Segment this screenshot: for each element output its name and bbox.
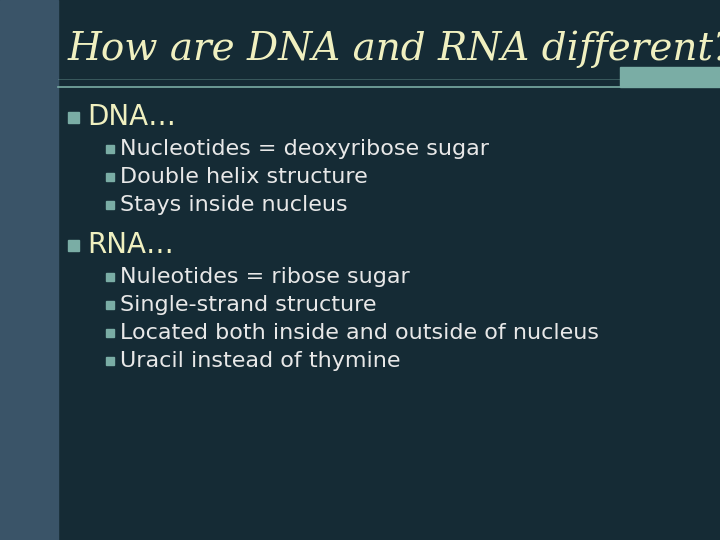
Bar xyxy=(106,145,114,153)
Bar xyxy=(106,329,114,337)
Text: Double helix structure: Double helix structure xyxy=(120,167,368,187)
Bar xyxy=(106,301,114,309)
Text: Nuleotides = ribose sugar: Nuleotides = ribose sugar xyxy=(120,267,410,287)
Text: DNA…: DNA… xyxy=(87,103,176,131)
Bar xyxy=(106,357,114,365)
Bar xyxy=(106,173,114,181)
Bar xyxy=(620,67,720,87)
Bar xyxy=(0,0,58,540)
Text: Nucleotides = deoxyribose sugar: Nucleotides = deoxyribose sugar xyxy=(120,139,489,159)
Text: How are DNA and RNA different?: How are DNA and RNA different? xyxy=(68,30,720,68)
Text: RNA…: RNA… xyxy=(87,231,174,259)
Bar xyxy=(68,240,79,251)
Text: Located both inside and outside of nucleus: Located both inside and outside of nucle… xyxy=(120,323,599,343)
Text: Single-strand structure: Single-strand structure xyxy=(120,295,377,315)
Text: Uracil instead of thymine: Uracil instead of thymine xyxy=(120,351,400,371)
Bar xyxy=(106,273,114,281)
Bar xyxy=(68,111,79,123)
Text: Stays inside nucleus: Stays inside nucleus xyxy=(120,195,348,215)
Bar xyxy=(106,201,114,209)
